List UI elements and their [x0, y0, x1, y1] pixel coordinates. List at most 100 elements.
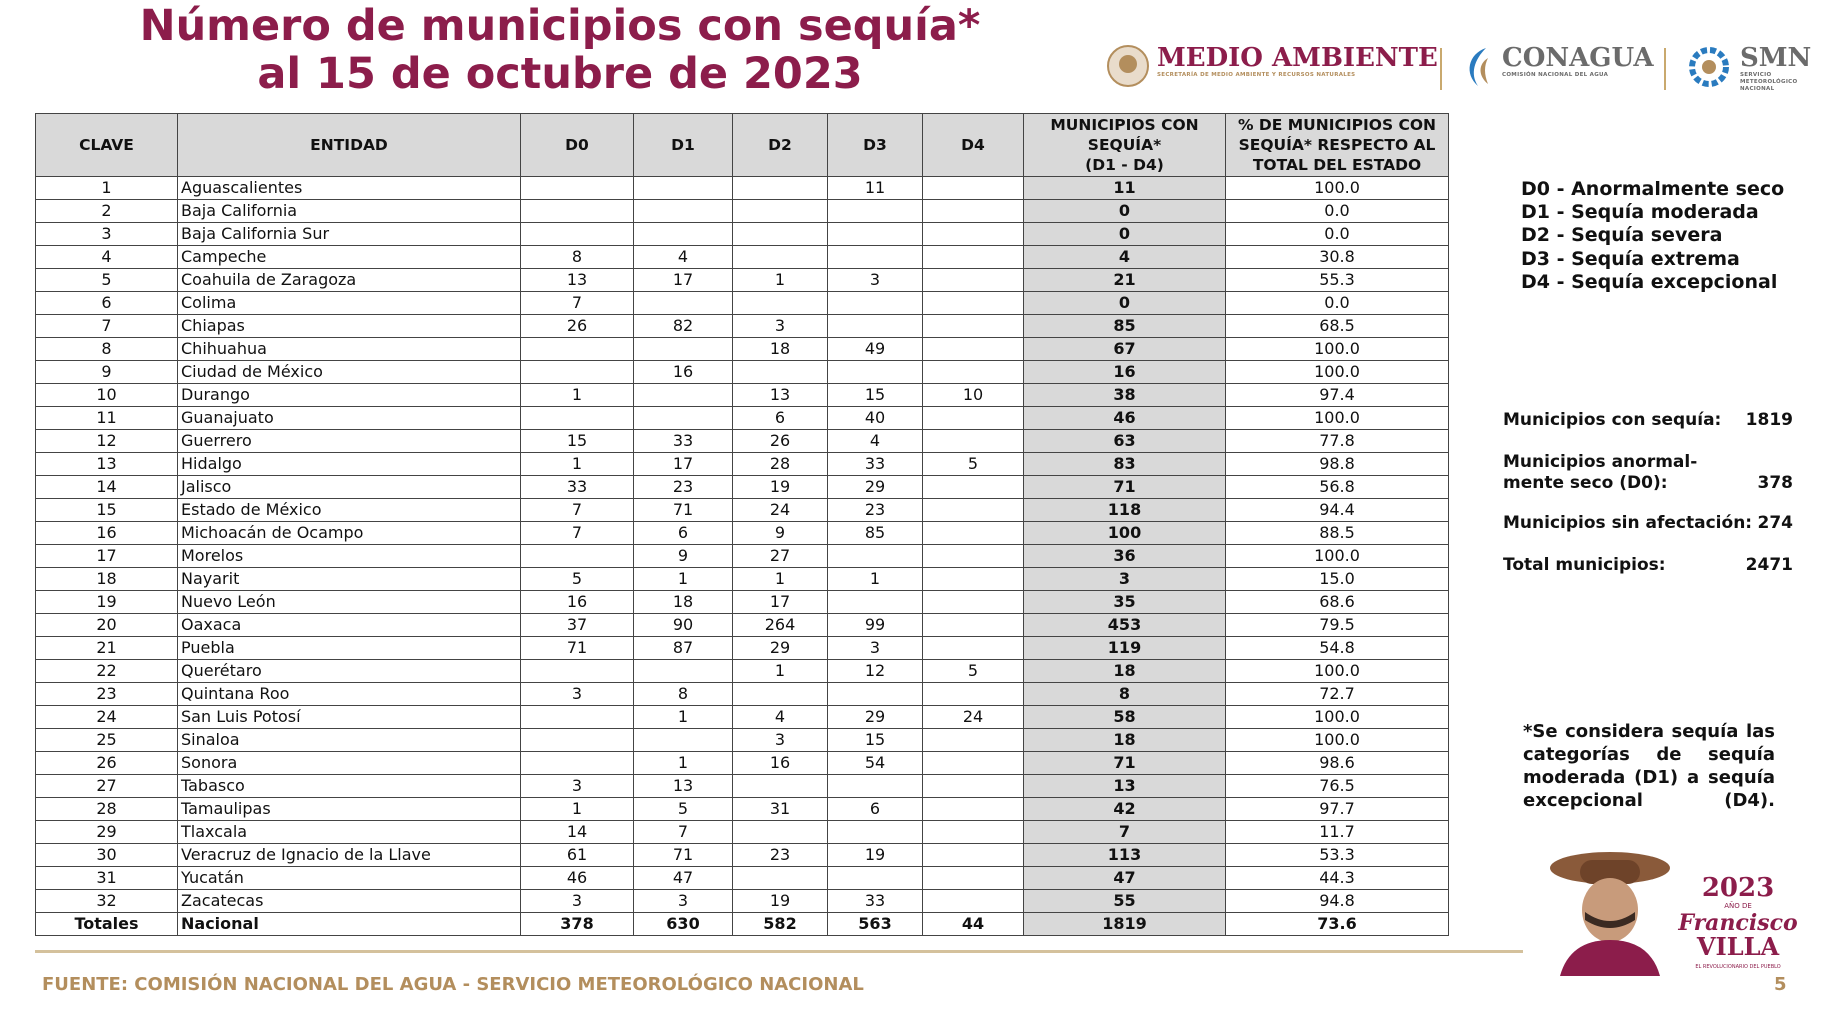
table-cell: [520, 199, 634, 223]
badge-line: AÑO DE: [1724, 901, 1752, 910]
badge-year: 2023: [1702, 873, 1774, 903]
table-cell: Quintana Roo: [177, 682, 521, 706]
table-cell: 13: [35, 452, 178, 476]
table-cell: [922, 613, 1024, 637]
table-cell: 1: [633, 751, 733, 775]
table-cell: 23: [35, 682, 178, 706]
table-cell: 20: [35, 613, 178, 637]
table-cell: [922, 590, 1024, 614]
table-cell: 98.6: [1225, 751, 1449, 775]
table-cell: Totales: [35, 912, 178, 936]
table-cell: [520, 705, 634, 729]
table-cell: 118: [1023, 498, 1226, 522]
drought-table: CLAVE ENTIDAD D0 D1 D2 D3 D4 MUNICIPIOS CON SEQU…: [35, 113, 1449, 936]
table-cell: 47: [1023, 866, 1226, 890]
table-cell: 3: [732, 728, 828, 752]
table-cell: [922, 291, 1024, 315]
table-cell: 33: [827, 452, 923, 476]
table-cell: [922, 820, 1024, 844]
table-cell: 4: [732, 705, 828, 729]
table-row: 4 Campeche 8 4 4 30.8: [35, 245, 1449, 269]
table-cell: 67: [1023, 337, 1226, 361]
summary-label: Municipios con sequía:: [1503, 410, 1722, 430]
table-cell: 97.7: [1225, 797, 1449, 821]
table-cell: 61: [520, 843, 634, 867]
table-cell: [633, 659, 733, 683]
table-cell: [732, 176, 828, 200]
header-row: CLAVE ENTIDAD D0 D1 D2 D3 D4 MUNICIPIOS CON SEQU…: [35, 113, 1449, 177]
table-cell: 77.8: [1225, 429, 1449, 453]
table-cell: Campeche: [177, 245, 521, 269]
table-cell: Tamaulipas: [177, 797, 521, 821]
table-cell: [827, 590, 923, 614]
table-cell: 1: [827, 567, 923, 591]
table-cell: 100.0: [1225, 176, 1449, 200]
table-cell: 100.0: [1225, 360, 1449, 384]
table-cell: 378: [520, 912, 634, 936]
table-cell: 18: [1023, 659, 1226, 683]
table-cell: [520, 544, 634, 568]
table-cell: 40: [827, 406, 923, 430]
table-cell: 16: [35, 521, 178, 545]
table-cell: [520, 751, 634, 775]
table-cell: 11: [827, 176, 923, 200]
table-row: 29 Tlaxcala 14 7 7 11.7: [35, 820, 1449, 844]
table-cell: 35: [1023, 590, 1226, 614]
table-cell: 2: [35, 199, 178, 223]
table-cell: 8: [35, 337, 178, 361]
legend-item: D0 - Anormalmente seco: [1521, 178, 1785, 200]
table-cell: [732, 222, 828, 246]
table-cell: [922, 475, 1024, 499]
table-cell: [520, 659, 634, 683]
table-cell: [732, 866, 828, 890]
table-cell: 12: [35, 429, 178, 453]
badge-name: VILLA: [1696, 932, 1780, 961]
table-cell: 113: [1023, 843, 1226, 867]
table-cell: [520, 406, 634, 430]
table-cell: 37: [520, 613, 634, 637]
table-cell: 44.3: [1225, 866, 1449, 890]
table-cell: Michoacán de Ocampo: [177, 521, 521, 545]
table-cell: 76.5: [1225, 774, 1449, 798]
table-cell: [922, 544, 1024, 568]
table-row: 19 Nuevo León 16 18 17 35 68.6: [35, 590, 1449, 614]
table-cell: [922, 360, 1024, 384]
table-cell: 23: [827, 498, 923, 522]
table-cell: 9: [633, 544, 733, 568]
table-cell: [633, 406, 733, 430]
table-cell: 68.6: [1225, 590, 1449, 614]
summary-label: mente seco (D0):: [1503, 473, 1668, 493]
table-cell: 3: [520, 774, 634, 798]
summary-value: 378: [1757, 473, 1794, 493]
column-header: D0: [520, 113, 634, 177]
table-cell: 8: [520, 245, 634, 269]
table-cell: 3: [1023, 567, 1226, 591]
table-row: 22 Querétaro 1 12 5 18 100.0: [35, 659, 1449, 683]
title: Número de municipios con sequía* al 15 d…: [60, 2, 1060, 98]
table-cell: 26: [35, 751, 178, 775]
table-cell: Yucatán: [177, 866, 521, 890]
table-cell: 3: [732, 314, 828, 338]
table-cell: 30.8: [1225, 245, 1449, 269]
column-header: MUNICIPIOS CON SEQUÍA* (D1 - D4): [1023, 113, 1226, 177]
table-cell: Baja California Sur: [177, 222, 521, 246]
footer-source: FUENTE: COMISIÓN NACIONAL DEL AGUA - SER…: [42, 974, 864, 995]
logo-name: MEDIO AMBIENTE: [1157, 43, 1438, 73]
table-cell: 1: [732, 268, 828, 292]
table-cell: 1: [732, 659, 828, 683]
table-cell: 100.0: [1225, 659, 1449, 683]
table-cell: 12: [827, 659, 923, 683]
table-cell: [827, 360, 923, 384]
table-cell: 11.7: [1225, 820, 1449, 844]
table-cell: 29: [827, 475, 923, 499]
table-cell: 9: [732, 521, 828, 545]
column-header-line: TOTAL DEL ESTADO: [1252, 156, 1422, 174]
table-cell: Chihuahua: [177, 337, 521, 361]
summary-value: 274: [1757, 513, 1794, 533]
table-cell: 13: [520, 268, 634, 292]
table-cell: 33: [520, 475, 634, 499]
footer-rule: [35, 950, 1523, 953]
table-cell: [633, 291, 733, 315]
table-cell: 71: [520, 636, 634, 660]
